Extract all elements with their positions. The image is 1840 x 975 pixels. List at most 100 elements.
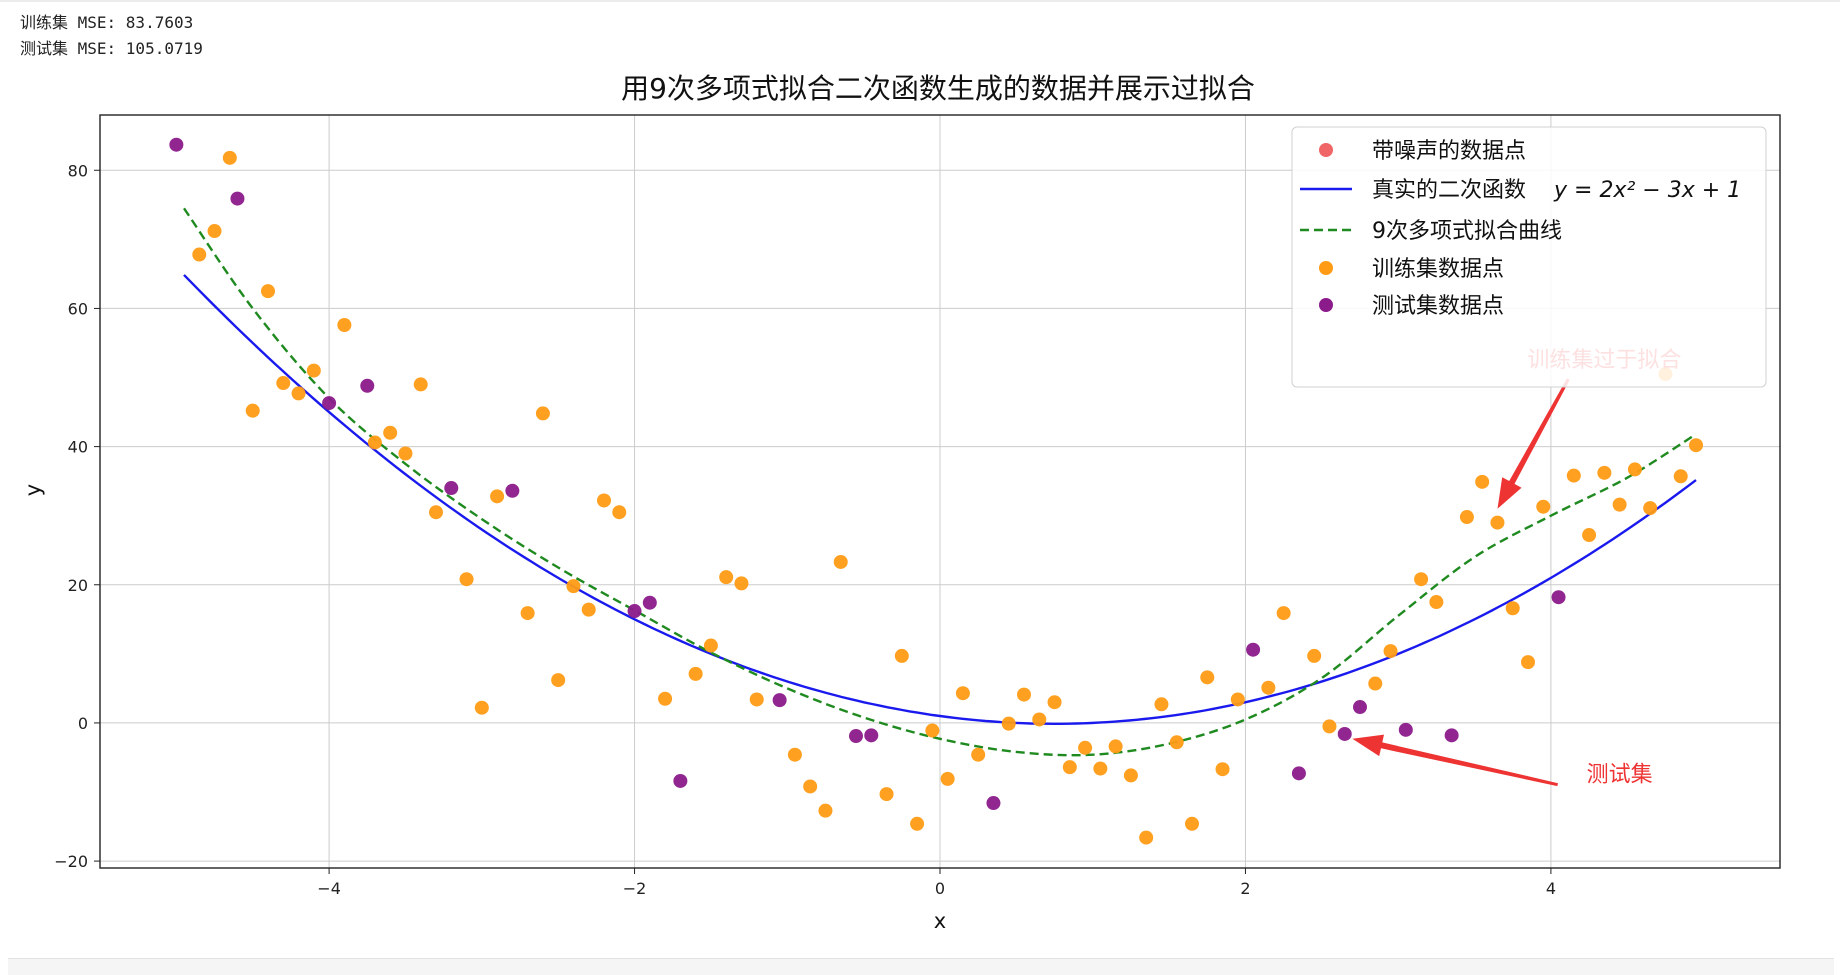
train-point [581,602,596,617]
x-tick-label: −2 [623,879,647,898]
train-point [291,386,306,401]
train-point [1047,695,1062,710]
train-point [1215,762,1230,777]
train-point [910,816,925,831]
test-point [360,378,375,393]
x-tick-label: 2 [1240,879,1250,898]
train-point [1062,760,1077,775]
test-point [1551,590,1566,605]
train-point [688,666,703,681]
train-point [597,493,611,508]
train-point [1475,474,1490,489]
train-point [1490,515,1505,530]
polynomial-fit-curve [183,207,1697,757]
annotation-label: 测试集 [1587,763,1653,788]
train-point [1276,606,1291,621]
train-point [1154,697,1169,712]
test-point [1337,726,1352,741]
train-point [1643,501,1658,516]
train-mse-line: 训练集 MSE: 83.7603 [20,13,194,32]
test-point [1353,700,1367,715]
train-point [1200,670,1215,685]
train-point [1597,465,1612,480]
train-point [971,747,986,762]
test-point [849,729,863,744]
train-point [337,318,352,333]
train-point [1521,655,1535,670]
train-point [207,224,222,239]
train-point [1566,468,1581,483]
x-tick-label: −4 [317,879,341,898]
test-point [505,483,520,498]
train-point [551,673,566,688]
train-point [383,425,398,440]
train-point [1093,761,1108,776]
train-point [245,403,260,418]
y-tick-label: 0 [78,714,88,733]
train-point [222,150,237,165]
y-tick-label: 40 [68,438,88,457]
test-point [864,728,879,743]
train-point [803,779,818,794]
train-point [1001,716,1016,731]
train-point [1689,438,1703,453]
train-point [719,570,734,585]
test-point [169,137,184,152]
train-point [459,572,474,587]
annotation-arrow [1352,734,1558,787]
train-point [535,406,550,421]
test-point [772,693,787,708]
legend-label-noisy: 带噪声的数据点 [1372,139,1526,164]
train-point [955,686,970,701]
train-point [261,284,275,299]
next-notebook-cell[interactable] [8,958,1834,975]
train-point [1673,469,1688,484]
train-point [398,446,413,461]
data-points [169,137,1703,845]
legend-marker-noisy [1319,143,1333,157]
test-point [642,595,657,610]
test-mse-line: 测试集 MSE: 105.0719 [20,39,203,58]
legend-label-test: 测试集数据点 [1372,294,1504,319]
annotations: 训练集过于拟合测试集 [1352,348,1681,788]
train-point [612,505,627,520]
x-tick-label: 4 [1546,879,1556,898]
train-point [1108,739,1123,754]
chart-title: 用9次多项式拟合二次函数生成的数据并展示过拟合 [621,72,1255,105]
true-quadratic-curve [183,274,1697,725]
legend-box [1291,126,1767,388]
train-point [1185,816,1199,831]
train-point [474,700,489,715]
test-point [322,396,337,411]
top-border [0,0,1840,2]
y-tick-label: −20 [54,852,88,871]
test-point [444,481,459,496]
test-point [627,604,642,619]
train-point [1322,719,1337,734]
x-axis-label: x [934,909,946,933]
train-point [1383,644,1398,659]
legend-label-true: 真实的二次函数 [1372,178,1526,203]
y-axis-label: y [21,484,45,496]
curves [183,207,1697,757]
train-point [833,554,848,569]
legend-label-train: 训练集数据点 [1372,257,1504,282]
train-point [490,489,505,504]
train-point [306,363,321,378]
train-point [520,606,535,621]
legend-label-fit: 9次多项式拟合曲线 [1372,219,1562,244]
test-point [1444,728,1459,743]
figure: 用9次多项式拟合二次函数生成的数据并展示过拟合 −4 −2 0 2 4−20020406… [21,72,1781,933]
train-point [1505,601,1520,616]
train-point [894,648,909,663]
y-tick-label: 80 [68,161,88,180]
console-output: 训练集 MSE: 83.7603 测试集 MSE: 105.0719 [20,10,203,62]
y-tick-label: 20 [68,576,88,595]
train-point [1261,680,1276,695]
test-point [230,191,245,206]
train-point [1627,462,1642,477]
train-point [1123,768,1138,783]
train-point [1307,648,1322,663]
